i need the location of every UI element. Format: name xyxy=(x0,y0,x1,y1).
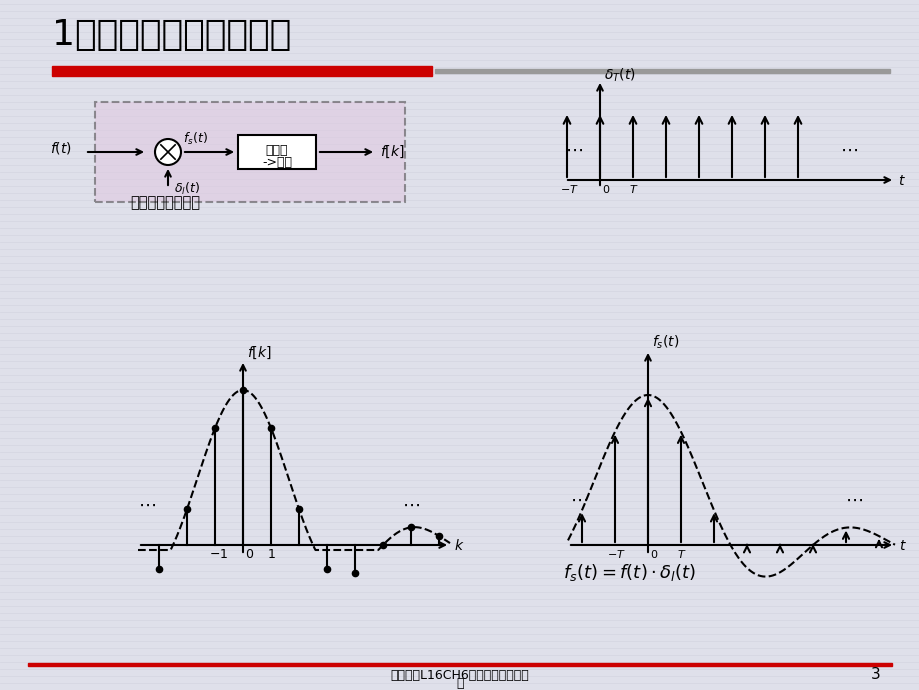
Text: $t$: $t$ xyxy=(898,539,906,553)
Text: $0$: $0$ xyxy=(601,183,609,195)
Text: 冲激串: 冲激串 xyxy=(266,144,288,157)
Text: $t$: $t$ xyxy=(897,174,905,188)
Text: $\cdots$: $\cdots$ xyxy=(570,491,587,509)
Text: 3: 3 xyxy=(870,667,879,682)
Text: $\delta_T(t)$: $\delta_T(t)$ xyxy=(604,67,635,84)
Bar xyxy=(52,66,432,76)
Text: $f[k]$: $f[k]$ xyxy=(246,345,271,361)
Text: $\cdots$: $\cdots$ xyxy=(564,141,583,159)
Text: $\cdots$: $\cdots$ xyxy=(138,496,156,514)
Text: 信号理想抽样模型: 信号理想抽样模型 xyxy=(130,195,199,210)
Text: $-1$: $-1$ xyxy=(209,548,228,561)
Text: $f_s(t)$: $f_s(t)$ xyxy=(652,334,678,351)
Text: 信号与系L16CH6更多可进我文库查: 信号与系L16CH6更多可进我文库查 xyxy=(391,669,528,682)
Text: $f[k]$: $f[k]$ xyxy=(380,144,404,160)
Text: $\cdots$: $\cdots$ xyxy=(402,496,420,514)
Text: $k$: $k$ xyxy=(453,538,464,553)
Circle shape xyxy=(154,139,181,165)
FancyBboxPatch shape xyxy=(95,102,404,202)
Text: $1$: $1$ xyxy=(267,548,276,561)
Text: $f_s(t)$: $f_s(t)$ xyxy=(183,131,208,147)
Text: $-T$: $-T$ xyxy=(560,183,578,195)
Text: $\cdots$: $\cdots$ xyxy=(839,141,857,159)
Text: $\delta_l(t)$: $\delta_l(t)$ xyxy=(174,181,199,197)
Text: $0$: $0$ xyxy=(650,548,658,560)
Text: 看: 看 xyxy=(456,677,463,690)
Text: $f(t)$: $f(t)$ xyxy=(50,139,72,155)
Bar xyxy=(28,663,891,666)
Text: $T$: $T$ xyxy=(676,548,686,560)
Text: $\cdots$: $\cdots$ xyxy=(844,491,862,509)
Bar xyxy=(435,69,889,73)
Text: $f_s(t) = f(t) \cdot \delta_l(t)$: $f_s(t) = f(t) \cdot \delta_l(t)$ xyxy=(562,562,696,583)
Text: $-T$: $-T$ xyxy=(607,548,625,560)
Text: $0$: $0$ xyxy=(244,548,254,561)
Text: $T$: $T$ xyxy=(629,183,638,195)
FancyBboxPatch shape xyxy=(238,135,315,169)
Text: ->序列: ->序列 xyxy=(262,157,291,170)
Text: 1、信号抽样的理论分析: 1、信号抽样的理论分析 xyxy=(52,18,291,52)
